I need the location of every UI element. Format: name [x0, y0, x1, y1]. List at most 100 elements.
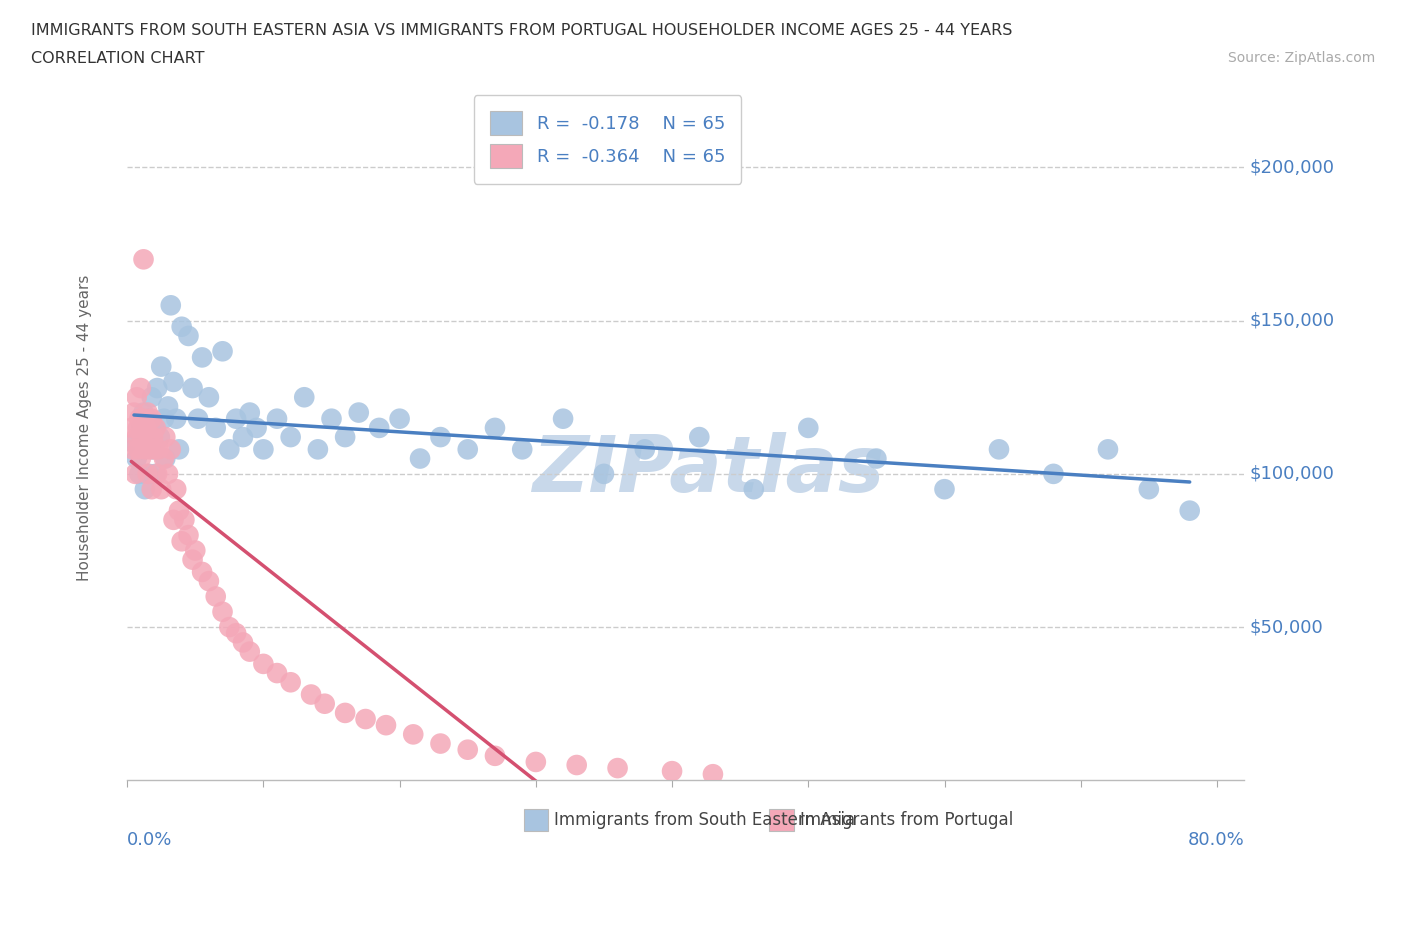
Point	[321, 411, 343, 426]
Point	[232, 430, 254, 445]
Point	[429, 737, 451, 751]
Point	[129, 451, 152, 466]
Point	[150, 359, 173, 374]
Point	[266, 666, 288, 681]
Point	[121, 442, 143, 457]
Point	[134, 442, 156, 457]
Point	[138, 467, 160, 482]
Point	[131, 442, 153, 457]
Point	[198, 574, 221, 589]
Point	[153, 451, 176, 466]
Point	[1097, 442, 1119, 457]
Point	[988, 442, 1011, 457]
Point	[145, 467, 167, 482]
Point	[1137, 482, 1160, 497]
Point	[484, 749, 506, 764]
Point	[148, 442, 170, 457]
Point	[204, 420, 226, 435]
Point	[146, 380, 169, 395]
Point	[211, 604, 233, 619]
Point	[143, 442, 166, 457]
Point	[388, 411, 411, 426]
Point	[742, 482, 765, 497]
Point	[191, 350, 214, 365]
Point	[162, 512, 184, 527]
Point	[510, 442, 533, 457]
Point	[797, 420, 820, 435]
Point	[139, 442, 162, 457]
Text: Immigrants from South Eastern Asia: Immigrants from South Eastern Asia	[554, 811, 855, 829]
Point	[170, 319, 193, 334]
Point	[429, 430, 451, 445]
Point	[141, 390, 163, 405]
Point	[593, 467, 616, 482]
Point	[292, 390, 315, 405]
Point	[551, 411, 574, 426]
Point	[702, 766, 724, 781]
Point	[280, 675, 302, 690]
Point	[218, 619, 240, 634]
Point	[565, 758, 588, 773]
Point	[159, 442, 181, 457]
Point	[127, 442, 149, 457]
Point	[280, 430, 302, 445]
Point	[143, 420, 166, 435]
Text: $200,000: $200,000	[1250, 158, 1334, 177]
Point	[661, 764, 683, 778]
Point	[181, 552, 204, 567]
Point	[1178, 503, 1201, 518]
Point	[135, 420, 157, 435]
Point	[159, 298, 181, 312]
Point	[266, 411, 288, 426]
Point	[177, 527, 200, 542]
Text: Immigrants from Portugal: Immigrants from Portugal	[800, 811, 1012, 829]
Point	[131, 430, 153, 445]
Point	[484, 420, 506, 435]
Point	[457, 742, 479, 757]
Text: 0.0%: 0.0%	[127, 831, 173, 849]
Point	[165, 482, 187, 497]
Text: Source: ZipAtlas.com: Source: ZipAtlas.com	[1227, 51, 1375, 65]
Point	[142, 430, 165, 445]
Point	[187, 411, 209, 426]
Point	[252, 442, 274, 457]
Point	[142, 442, 165, 457]
Point	[191, 565, 214, 579]
Point	[132, 405, 155, 420]
Point	[153, 411, 176, 426]
Point	[155, 430, 177, 445]
Point	[347, 405, 370, 420]
Point	[132, 252, 155, 267]
Point	[165, 411, 187, 426]
Point	[125, 430, 148, 445]
Point	[146, 467, 169, 482]
Point	[125, 390, 148, 405]
Point	[141, 411, 163, 426]
Point	[375, 718, 398, 733]
Point	[120, 420, 142, 435]
Point	[141, 482, 163, 497]
Point	[865, 451, 887, 466]
Point	[232, 635, 254, 650]
Point	[934, 482, 956, 497]
Point	[129, 420, 152, 435]
Point	[239, 644, 262, 659]
Point	[167, 503, 190, 518]
Text: IMMIGRANTS FROM SOUTH EASTERN ASIA VS IMMIGRANTS FROM PORTUGAL HOUSEHOLDER INCOM: IMMIGRANTS FROM SOUTH EASTERN ASIA VS IM…	[31, 23, 1012, 38]
Point	[184, 543, 207, 558]
Point	[1042, 467, 1064, 482]
Point	[157, 467, 180, 482]
Point	[157, 399, 180, 414]
Text: 80.0%: 80.0%	[1188, 831, 1244, 849]
Point	[162, 375, 184, 390]
Point	[129, 380, 152, 395]
Point	[128, 411, 150, 426]
Point	[170, 534, 193, 549]
Point	[177, 328, 200, 343]
Point	[225, 626, 247, 641]
Point	[204, 589, 226, 604]
Point	[606, 761, 628, 776]
Point	[132, 411, 155, 426]
Text: Householder Income Ages 25 - 44 years: Householder Income Ages 25 - 44 years	[77, 274, 93, 581]
Point	[125, 451, 148, 466]
